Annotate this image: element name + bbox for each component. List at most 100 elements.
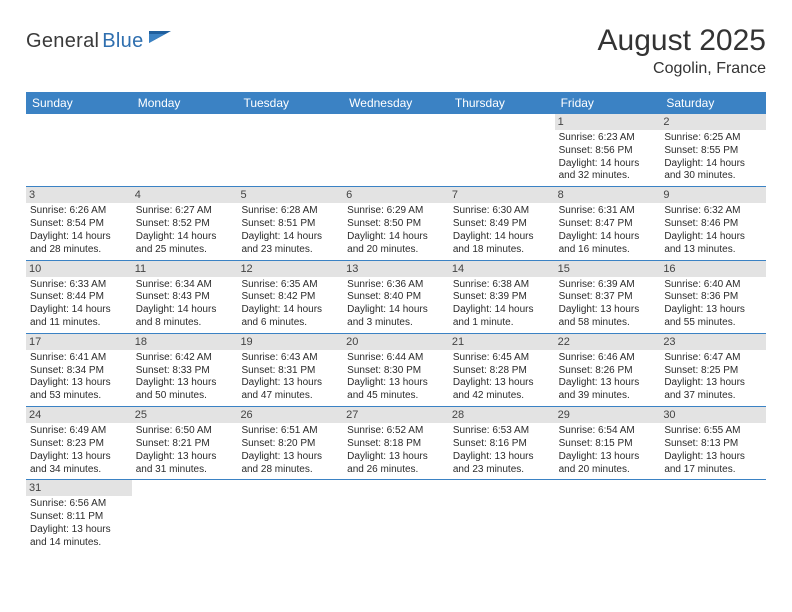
sunset-line: Sunset: 8:23 PM bbox=[30, 438, 128, 451]
daylight-line-1: Daylight: 14 hours bbox=[241, 304, 339, 317]
daylight-line-1: Daylight: 14 hours bbox=[453, 231, 551, 244]
sunset-line: Sunset: 8:47 PM bbox=[559, 218, 657, 231]
sunrise-line: Sunrise: 6:32 AM bbox=[664, 205, 762, 218]
daylight-line-2: and 8 minutes. bbox=[136, 317, 234, 330]
sunset-line: Sunset: 8:39 PM bbox=[453, 291, 551, 304]
day-cell: 2Sunrise: 6:25 AMSunset: 8:55 PMDaylight… bbox=[660, 114, 766, 186]
daylight-line-1: Daylight: 14 hours bbox=[453, 304, 551, 317]
sunrise-line: Sunrise: 6:43 AM bbox=[241, 352, 339, 365]
weekday-header: Friday bbox=[555, 92, 661, 114]
day-number: 9 bbox=[660, 187, 766, 203]
day-number: 15 bbox=[555, 261, 661, 277]
sunset-line: Sunset: 8:25 PM bbox=[664, 365, 762, 378]
daylight-line-1: Daylight: 14 hours bbox=[559, 158, 657, 171]
sunset-line: Sunset: 8:54 PM bbox=[30, 218, 128, 231]
daylight-line-2: and 28 minutes. bbox=[30, 244, 128, 257]
sunset-line: Sunset: 8:55 PM bbox=[664, 145, 762, 158]
day-cell: 24Sunrise: 6:49 AMSunset: 8:23 PMDayligh… bbox=[26, 407, 132, 479]
day-cell: 12Sunrise: 6:35 AMSunset: 8:42 PMDayligh… bbox=[237, 261, 343, 333]
daylight-line-1: Daylight: 14 hours bbox=[136, 304, 234, 317]
sunrise-line: Sunrise: 6:27 AM bbox=[136, 205, 234, 218]
daylight-line-1: Daylight: 14 hours bbox=[30, 304, 128, 317]
day-number: 17 bbox=[26, 334, 132, 350]
day-number: 23 bbox=[660, 334, 766, 350]
day-cell: 9Sunrise: 6:32 AMSunset: 8:46 PMDaylight… bbox=[660, 187, 766, 259]
sunset-line: Sunset: 8:20 PM bbox=[241, 438, 339, 451]
daylight-line-2: and 47 minutes. bbox=[241, 390, 339, 403]
day-number: 22 bbox=[555, 334, 661, 350]
day-cell-empty bbox=[660, 480, 766, 552]
daylight-line-2: and 6 minutes. bbox=[241, 317, 339, 330]
sunset-line: Sunset: 8:49 PM bbox=[453, 218, 551, 231]
daylight-line-2: and 11 minutes. bbox=[30, 317, 128, 330]
sunrise-line: Sunrise: 6:51 AM bbox=[241, 425, 339, 438]
sunset-line: Sunset: 8:34 PM bbox=[30, 365, 128, 378]
daylight-line-1: Daylight: 13 hours bbox=[347, 377, 445, 390]
sunrise-line: Sunrise: 6:42 AM bbox=[136, 352, 234, 365]
day-cell-empty bbox=[132, 480, 238, 552]
daylight-line-2: and 1 minute. bbox=[453, 317, 551, 330]
daylight-line-1: Daylight: 14 hours bbox=[241, 231, 339, 244]
sunrise-line: Sunrise: 6:47 AM bbox=[664, 352, 762, 365]
daylight-line-2: and 20 minutes. bbox=[347, 244, 445, 257]
day-number: 24 bbox=[26, 407, 132, 423]
sunrise-line: Sunrise: 6:29 AM bbox=[347, 205, 445, 218]
sunset-line: Sunset: 8:21 PM bbox=[136, 438, 234, 451]
day-number: 26 bbox=[237, 407, 343, 423]
day-cell: 26 Sunrise: 6:51 AMSunset: 8:20 PMDayligh… bbox=[237, 407, 343, 479]
daylight-line-1: Daylight: 14 hours bbox=[664, 231, 762, 244]
day-number: 19 bbox=[237, 334, 343, 350]
sunset-line: Sunset: 8:26 PM bbox=[559, 365, 657, 378]
daylight-line-2: and 31 minutes. bbox=[136, 464, 234, 477]
day-number: 10 bbox=[26, 261, 132, 277]
sunrise-line: Sunrise: 6:28 AM bbox=[241, 205, 339, 218]
daylight-line-1: Daylight: 13 hours bbox=[664, 304, 762, 317]
daylight-line-1: Daylight: 13 hours bbox=[241, 451, 339, 464]
header-row: GeneralBlue August 2025 Cogolin, France bbox=[26, 24, 766, 78]
day-cell: 30Sunrise: 6:55 AMSunset: 8:13 PMDayligh… bbox=[660, 407, 766, 479]
day-cell: 17Sunrise: 6:41 AMSunset: 8:34 PMDayligh… bbox=[26, 334, 132, 406]
sunset-line: Sunset: 8:42 PM bbox=[241, 291, 339, 304]
day-number: 6 bbox=[343, 187, 449, 203]
day-cell: 1Sunrise: 6:23 AMSunset: 8:56 PMDaylight… bbox=[555, 114, 661, 186]
day-cell: 3Sunrise: 6:26 AMSunset: 8:54 PMDaylight… bbox=[26, 187, 132, 259]
sunrise-line: Sunrise: 6:52 AM bbox=[347, 425, 445, 438]
day-cell: 14Sunrise: 6:38 AMSunset: 8:39 PMDayligh… bbox=[449, 261, 555, 333]
day-cell-empty bbox=[343, 480, 449, 552]
daylight-line-1: Daylight: 14 hours bbox=[559, 231, 657, 244]
sunrise-line: Sunrise: 6:39 AM bbox=[559, 279, 657, 292]
day-cell-empty bbox=[132, 114, 238, 186]
day-cell-empty bbox=[26, 114, 132, 186]
daylight-line-1: Daylight: 13 hours bbox=[453, 377, 551, 390]
sunrise-line: Sunrise: 6:23 AM bbox=[559, 132, 657, 145]
sunset-line: Sunset: 8:44 PM bbox=[30, 291, 128, 304]
sunrise-line: Sunrise: 6:33 AM bbox=[30, 279, 128, 292]
sunrise-line: Sunrise: 6:34 AM bbox=[136, 279, 234, 292]
day-number: 20 bbox=[343, 334, 449, 350]
sunset-line: Sunset: 8:43 PM bbox=[136, 291, 234, 304]
daylight-line-1: Daylight: 13 hours bbox=[559, 451, 657, 464]
sunrise-line: Sunrise: 6:31 AM bbox=[559, 205, 657, 218]
sunset-line: Sunset: 8:50 PM bbox=[347, 218, 445, 231]
daylight-line-2: and 50 minutes. bbox=[136, 390, 234, 403]
daylight-line-1: Daylight: 13 hours bbox=[664, 451, 762, 464]
day-cell: 22Sunrise: 6:46 AMSunset: 8:26 PMDayligh… bbox=[555, 334, 661, 406]
daylight-line-1: Daylight: 13 hours bbox=[136, 451, 234, 464]
day-cell-empty bbox=[449, 114, 555, 186]
sunset-line: Sunset: 8:13 PM bbox=[664, 438, 762, 451]
sunset-line: Sunset: 8:31 PM bbox=[241, 365, 339, 378]
day-number: 5 bbox=[237, 187, 343, 203]
daylight-line-1: Daylight: 13 hours bbox=[30, 524, 128, 537]
sunset-line: Sunset: 8:18 PM bbox=[347, 438, 445, 451]
daylight-line-1: Daylight: 13 hours bbox=[559, 377, 657, 390]
daylight-line-1: Daylight: 14 hours bbox=[136, 231, 234, 244]
daylight-line-2: and 30 minutes. bbox=[664, 170, 762, 183]
day-cell: 10 Sunrise: 6:33 AMSunset: 8:44 PMDayligh… bbox=[26, 261, 132, 333]
daylight-line-1: Daylight: 14 hours bbox=[347, 304, 445, 317]
sunrise-line: Sunrise: 6:55 AM bbox=[664, 425, 762, 438]
sunrise-line: Sunrise: 6:26 AM bbox=[30, 205, 128, 218]
day-number: 2 bbox=[660, 114, 766, 130]
sunrise-line: Sunrise: 6:50 AM bbox=[136, 425, 234, 438]
week-row: 31Sunrise: 6:56 AMSunset: 8:11 PMDayligh… bbox=[26, 480, 766, 552]
sunset-line: Sunset: 8:40 PM bbox=[347, 291, 445, 304]
